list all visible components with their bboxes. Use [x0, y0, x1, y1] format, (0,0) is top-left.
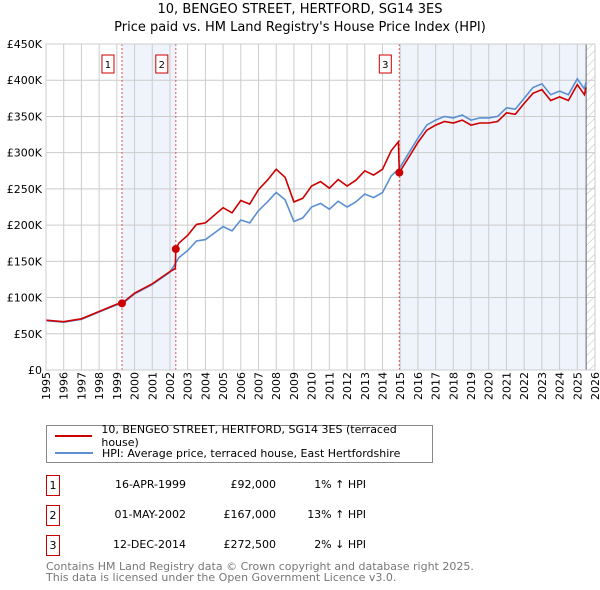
- y-tick-label: £250K: [7, 183, 43, 196]
- sale-marker-box: [101, 54, 115, 74]
- legend-label: HPI: Average price, terraced house, East…: [102, 446, 401, 460]
- x-tick-label: 2006: [235, 372, 248, 400]
- y-tick-label: £200K: [7, 219, 43, 232]
- x-tick-label: 2007: [253, 372, 266, 400]
- sale-hpi-diff: 2% ↓ HPI: [314, 538, 366, 551]
- x-tick-label: 2013: [359, 372, 372, 400]
- x-tick-label: 2019: [465, 372, 478, 400]
- x-tick-label: 1996: [58, 372, 71, 400]
- legend-item-hpi: HPI: Average price, terraced house, East…: [55, 445, 400, 461]
- x-tick-label: 2012: [341, 372, 354, 400]
- sale-marker-number: 3: [382, 60, 388, 71]
- sale-row: 3 12-DEC-2014 £272,500 2% ↓ HPI: [46, 535, 546, 556]
- legend: 10, BENGEO STREET, HERTFORD, SG14 3ES (t…: [46, 423, 433, 463]
- sale-point: [395, 168, 404, 177]
- y-tick-label: £350K: [7, 110, 43, 123]
- x-tick-label: 2005: [217, 372, 230, 400]
- x-tick-label: 2003: [182, 372, 195, 400]
- footer-licence: This data is licensed under the Open Gov…: [46, 571, 397, 584]
- sale-hpi-diff: 13% ↑ HPI: [307, 508, 366, 521]
- x-tick-label: 2024: [554, 372, 567, 400]
- footer-copyright: Contains HM Land Registry data © Crown c…: [46, 560, 474, 573]
- x-tick-label: 2025: [571, 372, 584, 400]
- x-tick-label: 2023: [536, 372, 549, 400]
- legend-label: 10, BENGEO STREET, HERTFORD, SG14 3ES (t…: [101, 423, 397, 449]
- sale-point: [171, 245, 180, 254]
- x-tick-label: 1998: [93, 372, 106, 400]
- x-tick-label: 2014: [376, 372, 389, 400]
- sale-marker-label: 3: [46, 535, 60, 556]
- legend-swatch-red: [55, 435, 93, 437]
- sale-date: 16-APR-1999: [114, 478, 186, 491]
- sale-marker-number: 1: [105, 60, 111, 71]
- x-tick-label: 2026: [589, 372, 600, 400]
- shaded-period: [121, 44, 176, 370]
- x-tick-label: 2004: [199, 372, 212, 400]
- sale-marker-label: 1: [46, 475, 60, 496]
- sale-point: [117, 299, 126, 308]
- x-tick-label: 2020: [483, 372, 496, 400]
- future-hatch: [586, 44, 595, 370]
- x-tick-label: 2001: [146, 372, 159, 400]
- sale-marker-box: [378, 54, 392, 74]
- y-tick-label: £400K: [7, 74, 43, 87]
- shaded-period: [399, 44, 587, 370]
- hpi-line: [45, 77, 587, 324]
- x-tick-label: 2008: [270, 372, 283, 400]
- x-tick-label: 2011: [323, 372, 336, 400]
- x-tick-label: 2018: [447, 372, 460, 400]
- y-tick-label: £150K: [7, 255, 43, 268]
- x-tick-label: 2015: [394, 372, 407, 400]
- y-tick-label: £450K: [7, 38, 43, 51]
- sale-marker-box: [155, 54, 169, 74]
- sale-date: 12-DEC-2014: [112, 538, 186, 551]
- x-tick-label: 1995: [40, 372, 53, 400]
- x-tick-label: 1999: [111, 372, 124, 400]
- x-tick-label: 2002: [164, 372, 177, 400]
- y-tick-label: £0: [28, 364, 42, 377]
- x-tick-label: 2010: [306, 372, 319, 400]
- plot-area: 1995 1996 1997 1998 1999 2000 2001 2002 2003 2004…: [7, 38, 600, 400]
- plot-border: [45, 43, 596, 371]
- y-tick-label: £50K: [14, 328, 43, 341]
- y-tick-label: £300K: [7, 147, 43, 160]
- legend-swatch-blue: [55, 452, 93, 454]
- sale-row: 2 01-MAY-2002 £167,000 13% ↑ HPI: [46, 505, 546, 526]
- sale-marker-number: 2: [159, 60, 165, 71]
- chart-subtitle: Price paid vs. HM Land Registry's House …: [114, 20, 486, 35]
- sale-row: 1 16-APR-1999 £92,000 1% ↑ HPI: [46, 475, 546, 496]
- x-tick-label: 2009: [288, 372, 301, 400]
- x-tick-label: 2016: [412, 372, 425, 400]
- sale-price: £167,000: [223, 508, 277, 521]
- x-tick-label: 2000: [129, 372, 142, 400]
- y-tick-label: £100K: [7, 292, 43, 305]
- sale-marker-label: 2: [46, 505, 60, 526]
- x-tick-label: 2021: [500, 372, 513, 400]
- sale-price: £92,000: [230, 478, 277, 491]
- sale-date: 01-MAY-2002: [114, 508, 186, 521]
- x-tick-label: 1997: [75, 372, 88, 400]
- x-tick-label: 2022: [518, 372, 531, 400]
- sale-hpi-diff: 1% ↑ HPI: [314, 478, 366, 491]
- price-paid-line: [45, 83, 587, 323]
- legend-item-property: 10, BENGEO STREET, HERTFORD, SG14 3ES (t…: [55, 423, 432, 449]
- x-tick-label: 2017: [430, 372, 443, 400]
- chart-title: 10, BENGEO STREET, HERTFORD, SG14 3ES: [157, 2, 443, 17]
- sale-price: £272,500: [223, 538, 277, 551]
